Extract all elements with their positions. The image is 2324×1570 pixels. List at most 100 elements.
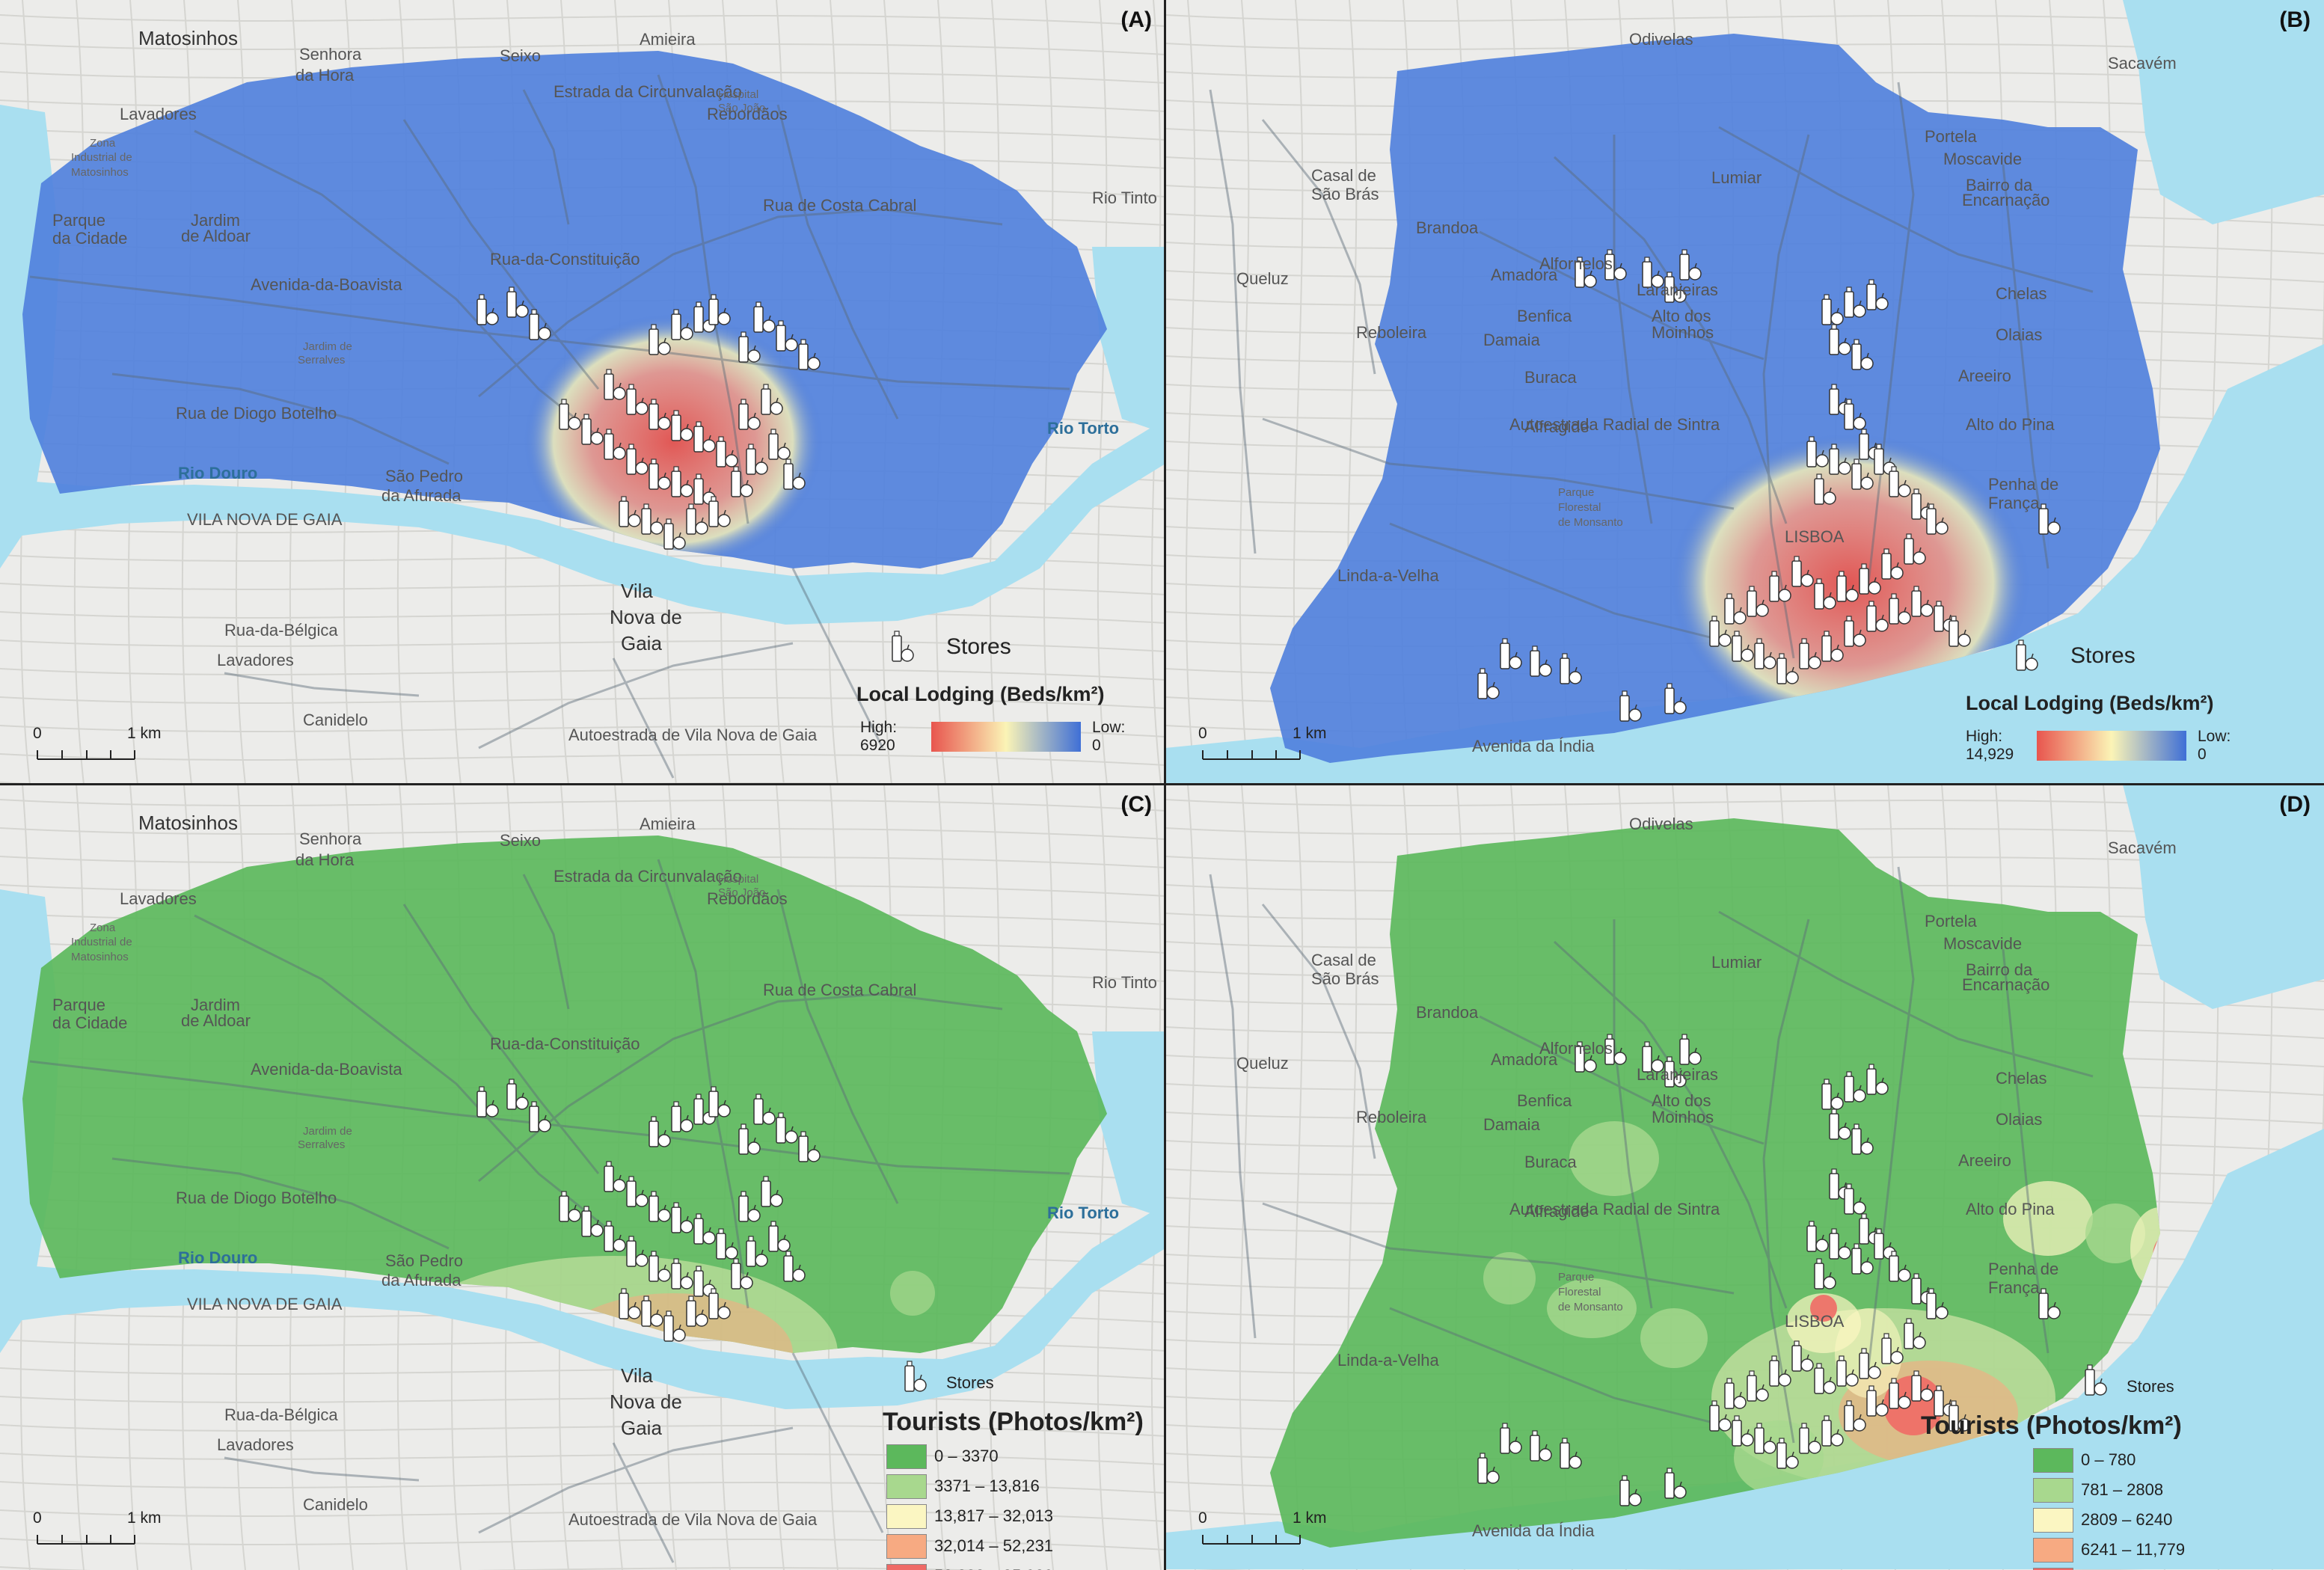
store-markers — [1477, 249, 2061, 722]
store-marker — [2038, 1288, 2061, 1319]
legend-class-label: 3371 – 13,816 — [934, 1477, 1040, 1495]
store-marker — [1477, 668, 1500, 699]
store-marker — [1806, 436, 1829, 467]
place-label: Canidelo — [303, 1495, 368, 1514]
store-marker — [1821, 631, 1844, 662]
place-label: Chelas — [1996, 284, 2047, 303]
store-marker — [716, 436, 738, 467]
store-marker — [1664, 1468, 1687, 1499]
place-label: Avenida-da-Boavista — [251, 1060, 402, 1079]
legend-title: Local Lodging (Beds/km²) — [856, 683, 1105, 705]
map-panel-b: Odivelas Sacavém Casal de São Brás Brandoa Al… — [1165, 0, 2324, 785]
place-label: Seixo — [500, 831, 542, 850]
water-body — [1165, 344, 2324, 785]
legend-stores-label: Stores — [2070, 643, 2136, 668]
place-label: Sacavém — [2108, 54, 2177, 73]
scale-label-zero: 0 — [1198, 725, 1207, 742]
place-label: Penha de — [1988, 1260, 2059, 1278]
store-marker — [1889, 1251, 1911, 1282]
place-label: Jardim — [191, 996, 241, 1014]
store-marker — [1664, 272, 1687, 303]
store-marker — [559, 1191, 581, 1222]
place-label: Matosinhos — [71, 951, 129, 963]
legend-class-swatch — [886, 1564, 927, 1570]
store-marker — [693, 1213, 716, 1245]
place-label: Avenida-da-Boavista — [251, 275, 402, 294]
legend-low-value: 0 — [1092, 737, 1101, 754]
place-label: Rua-da-Constituição — [490, 250, 640, 269]
store-marker — [716, 1228, 738, 1260]
store-marker — [1851, 339, 1874, 370]
place-label: da Hora — [295, 66, 355, 85]
store-marker — [1530, 646, 1552, 677]
scale-label-zero: 0 — [1198, 1509, 1207, 1527]
place-label: Laranjeiras — [1637, 280, 1718, 299]
store-marker — [1776, 1438, 1799, 1469]
place-label: São João — [718, 886, 766, 899]
place-label: Lavadores — [217, 651, 294, 669]
store-marker — [2038, 503, 2061, 535]
store-marker — [626, 1176, 649, 1207]
place-label: Queluz — [1236, 269, 1289, 288]
place-label: Reboleira — [1356, 1108, 1427, 1126]
place-label: Hospital — [718, 873, 759, 886]
water-body — [0, 1203, 1165, 1409]
place-label: Bairro da — [1966, 176, 2033, 194]
place-label: Linda-a-Velha — [1337, 566, 1439, 585]
store-marker — [1530, 1430, 1552, 1462]
place-label: Rua-da-Bélgica — [224, 621, 338, 640]
store-marker — [686, 1295, 708, 1327]
place-label: Odivelas — [1629, 30, 1693, 49]
store-marker — [1776, 653, 1799, 684]
store-marker — [1500, 1423, 1522, 1454]
place-label: Bairro da — [1966, 960, 2033, 979]
legend-class-swatch — [2033, 1448, 2073, 1473]
place-label: Buraca — [1524, 368, 1577, 387]
store-marker — [559, 399, 581, 430]
water-body — [2123, 0, 2324, 224]
store-marker — [476, 1086, 499, 1117]
store-marker — [1904, 1318, 1926, 1349]
store-marker — [753, 1094, 776, 1125]
store-marker — [1769, 1355, 1791, 1387]
store-marker — [686, 503, 708, 535]
legend-title: Tourists (Photos/km²) — [883, 1408, 1144, 1436]
legend-class-swatch — [886, 1504, 927, 1529]
store-marker — [1575, 257, 1597, 288]
place-label: Rua-da-Bélgica — [224, 1405, 338, 1424]
store-marker — [1769, 571, 1791, 602]
place-label: Moinhos — [1652, 1108, 1714, 1126]
store-marker — [776, 1112, 798, 1144]
store-marker — [731, 466, 753, 497]
store-marker — [1814, 578, 1836, 610]
road-network — [1209, 82, 2094, 659]
place-label: Lumiar — [1711, 168, 1762, 187]
store-marker — [1821, 1079, 1844, 1110]
place-label: Damaia — [1483, 331, 1540, 349]
store-marker — [604, 369, 626, 400]
place-label: Avenida da Índia — [1472, 737, 1595, 755]
store-marker — [783, 459, 806, 490]
store-marker — [798, 1131, 821, 1162]
store-marker — [1851, 1123, 1874, 1155]
place-label: Encarnação — [1962, 975, 2050, 994]
store-marker — [1679, 1034, 1702, 1065]
store-marker — [1560, 653, 1582, 684]
legend-class-label: 2809 – 6240 — [2081, 1510, 2173, 1529]
store-marker — [476, 294, 499, 325]
store-markers — [476, 286, 821, 550]
place-label: Avenida da Índia — [1472, 1521, 1595, 1540]
scale-label-one-km: 1 km — [127, 1509, 162, 1527]
place-label: Rio Tinto — [1092, 973, 1157, 992]
place-label: Alto dos — [1652, 1091, 1711, 1110]
place-label: Amadora — [1491, 1050, 1558, 1069]
place-label: Portela — [1925, 912, 1977, 930]
place-label: Brandoa — [1416, 1003, 1479, 1022]
place-label: Vila — [621, 580, 653, 602]
store-marker — [1836, 571, 1859, 602]
place-label: Florestal — [1558, 501, 1601, 514]
legend-class-label: 781 – 2808 — [2081, 1480, 2164, 1499]
store-marker — [1560, 1438, 1582, 1469]
legend-high-value: 14,929 — [1966, 746, 2014, 763]
store-marker — [1904, 533, 1926, 565]
